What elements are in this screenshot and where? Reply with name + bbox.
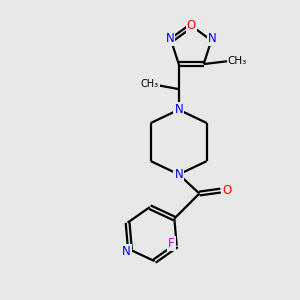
Text: N: N [122, 244, 131, 258]
Text: N: N [174, 103, 183, 116]
Text: N: N [174, 168, 183, 181]
Text: O: O [187, 19, 196, 32]
Text: N: N [208, 32, 217, 45]
Text: N: N [166, 32, 175, 45]
Text: O: O [222, 184, 232, 197]
Text: CH₃: CH₃ [228, 56, 247, 66]
Text: F: F [168, 237, 175, 250]
Text: CH₃: CH₃ [141, 79, 159, 89]
